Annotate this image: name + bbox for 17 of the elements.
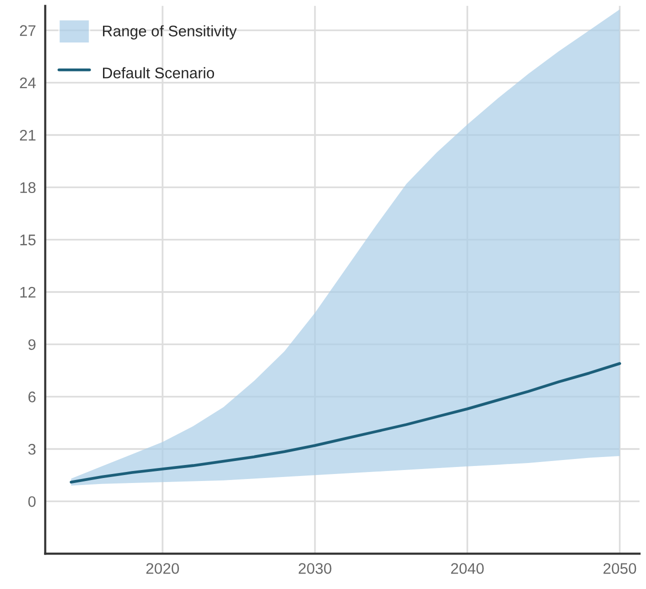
legend-label: Range of Sensitivity <box>103 25 237 40</box>
legend-label: Default Scenario <box>103 67 214 78</box>
y-tick-label: 9 <box>28 339 36 350</box>
y-tick-label: 24 <box>20 78 36 88</box>
line-series <box>70 362 622 484</box>
y-tick-label: 21 <box>20 130 36 141</box>
y-tick-label: 18 <box>20 182 36 194</box>
x-tick-label: 2020 <box>146 563 179 574</box>
x-tick-label: 2050 <box>604 563 636 574</box>
y-tick-label: 15 <box>20 234 36 246</box>
y-tick-label: 0 <box>28 496 36 508</box>
y-tick-label: 3 <box>28 444 36 455</box>
y-tick-label: 12 <box>20 286 36 298</box>
y-tick-label: 6 <box>28 392 36 402</box>
x-tick-label: 2030 <box>298 563 332 574</box>
y-tick-label: 27 <box>20 25 36 36</box>
x-tick-label: 2040 <box>451 563 484 574</box>
